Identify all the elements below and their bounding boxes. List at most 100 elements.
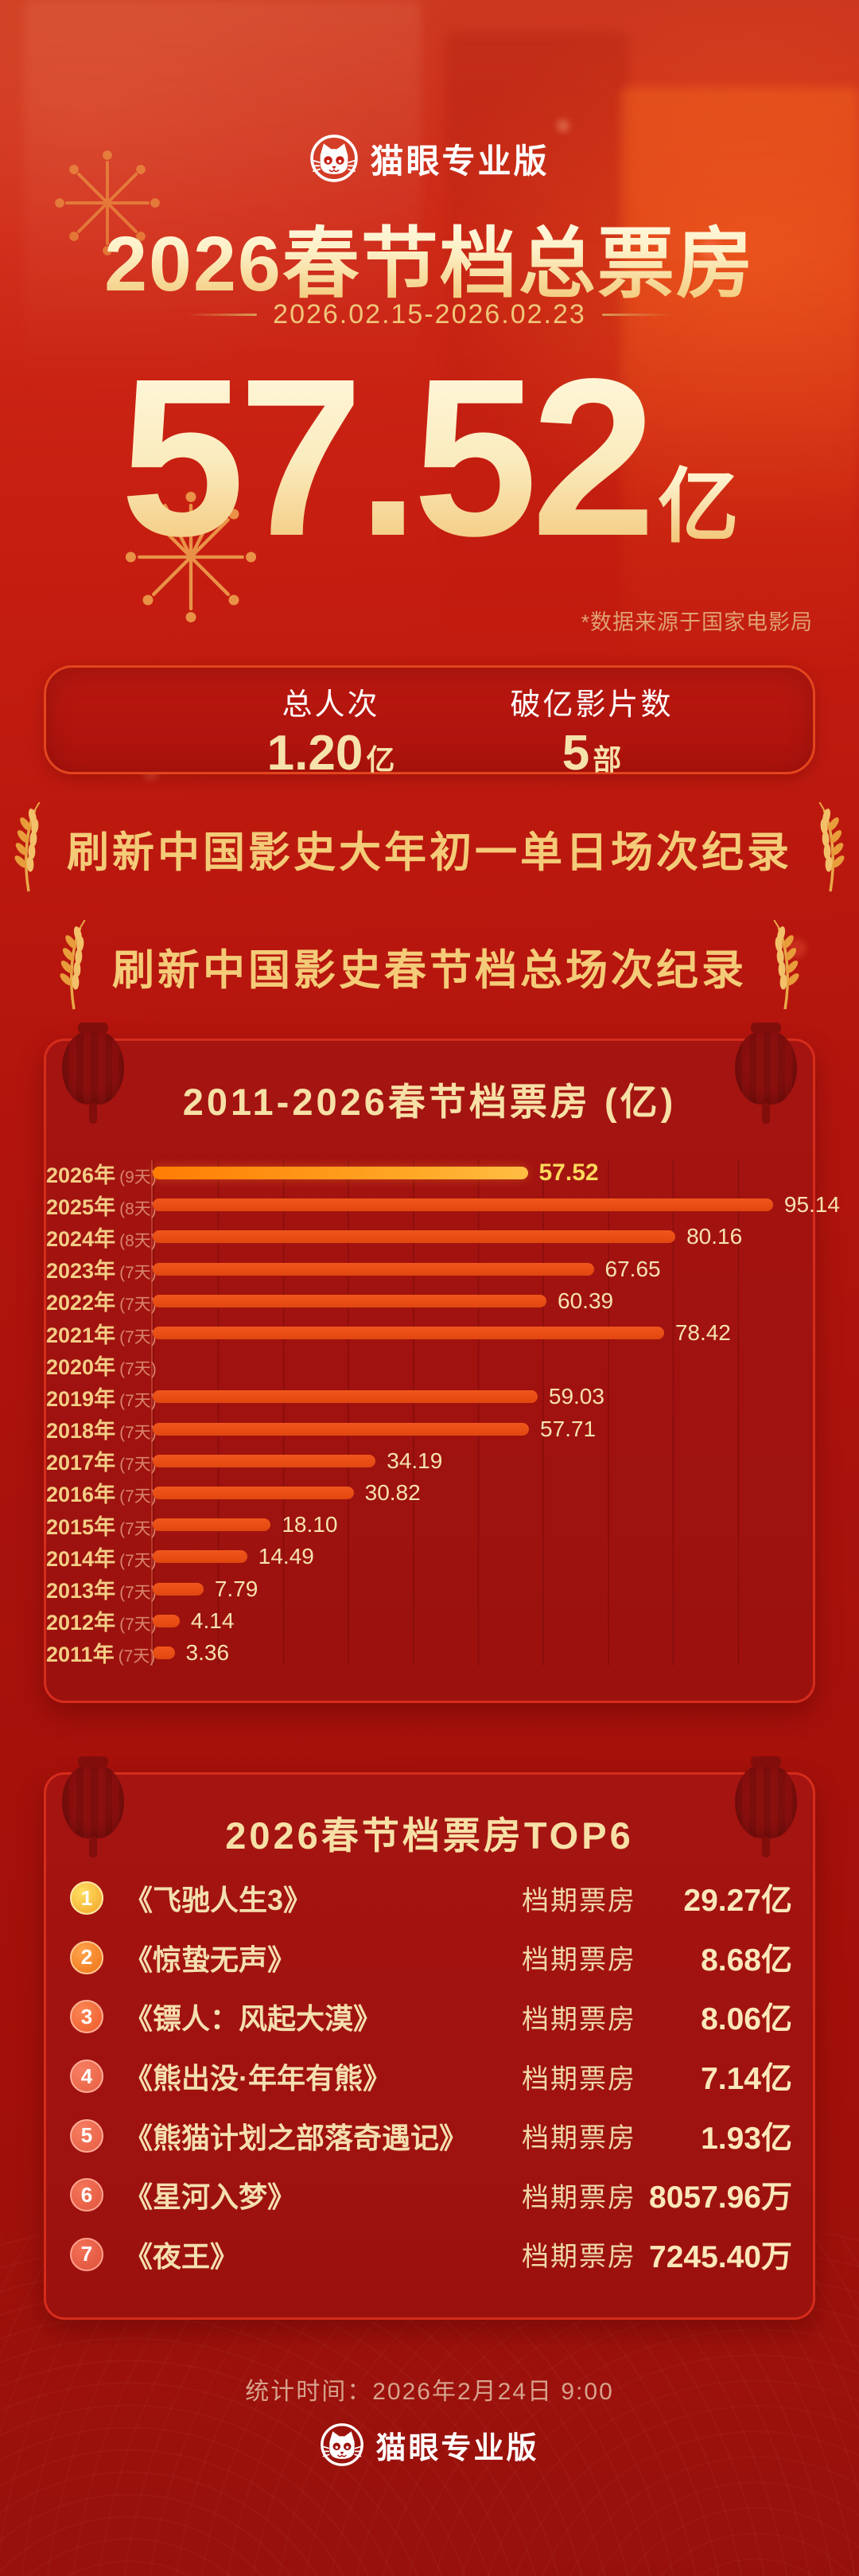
chart-year-label: 2015年 (7天) xyxy=(46,1510,157,1541)
chart-bar-track: 60.39 xyxy=(153,1288,792,1313)
chart-bar-track: 57.52 xyxy=(153,1159,792,1186)
maoyan-cat-icon xyxy=(321,2423,364,2466)
chart-year-label: 2023年 (7天) xyxy=(46,1253,157,1284)
stat-total-admissions: 总人次 1.20 亿 xyxy=(172,668,490,781)
wheat-ear-icon xyxy=(818,802,845,892)
chart-bar-value: 18.10 xyxy=(282,1512,338,1537)
maoyan-cat-icon xyxy=(310,134,359,182)
chart-bar-value: 80.16 xyxy=(686,1224,743,1249)
chart-days: (7天) xyxy=(119,1391,157,1410)
chart-bar-value: 30.82 xyxy=(364,1479,421,1505)
chart-bar xyxy=(153,1518,271,1532)
top-movie-row: 1 《飞驰人生3》 档期票房 29.27亿 xyxy=(46,1869,813,1928)
chart-year-label: 2013年 (7天) xyxy=(46,1573,157,1604)
chart-bar xyxy=(153,1582,204,1596)
record-banner-new-year-day-sessions: 刷新中国影史大年初一单日场次纪录 xyxy=(0,802,859,896)
confetti-dot xyxy=(700,239,721,259)
chart-year: 2023年 xyxy=(46,1259,116,1284)
chart-bar xyxy=(153,1327,664,1340)
chart-days: (7天) xyxy=(119,1456,157,1475)
bar-chart: 2026年 (9天) 57.52 2025年 (8天) 95.14 2024年 (8天… xyxy=(46,1157,840,1669)
stat-value: 1.20 亿 xyxy=(172,725,490,781)
poster-collage-glow-right xyxy=(620,88,859,676)
chart-bar-track: 67.65 xyxy=(153,1257,792,1281)
chart-bar-value: 57.71 xyxy=(540,1416,597,1441)
stat-timestamp: 统计时间：2026年2月24日 9:00 xyxy=(245,2379,614,2405)
chart-year: 2014年 xyxy=(46,1546,116,1571)
chart-year: 2013年 xyxy=(46,1579,116,1604)
chart-bar-row: 2025年 (8天) 95.14 xyxy=(46,1189,840,1221)
chart-bar-row: 2017年 (7天) 34.19 xyxy=(46,1445,813,1477)
brand-logo: 猫眼专业版 xyxy=(0,134,859,183)
rank-badge: 5 xyxy=(70,2118,103,2153)
wheat-ear-icon xyxy=(773,920,799,1010)
top-movie-row: 5 《熊猫计划之部落奇遇记》 档期票房 1.93亿 xyxy=(46,2106,813,2165)
period-boxoffice-label: 档期票房 xyxy=(522,2004,636,2035)
chart-bar xyxy=(153,1550,247,1564)
movie-title: 《飞驰人生3》 xyxy=(124,1884,313,1917)
movie-title: 《镖人：风起大漠》 xyxy=(124,2002,383,2036)
top-movie-row: 4 《熊出没·年年有熊》 档期票房 7.14亿 xyxy=(46,2047,813,2106)
chart-year: 2021年 xyxy=(46,1323,116,1347)
period-boxoffice-label: 档期票房 xyxy=(522,2064,636,2095)
top-movie-row: 7 《夜王》 档期票房 7245.40万 xyxy=(46,2225,813,2285)
stat-value-number: 1.20 xyxy=(266,726,363,781)
rank-badge: 4 xyxy=(70,2060,103,2094)
period-boxoffice-value: 7245.40万 xyxy=(649,2239,792,2274)
footer-brand-logo: 猫眼专业版 xyxy=(0,2422,859,2467)
record-banner-total-sessions: 刷新中国影史春节档总场次纪录 xyxy=(0,920,859,1014)
chart-days: (9天) xyxy=(119,1167,157,1187)
chart-year: 2015年 xyxy=(46,1514,116,1539)
chart-year-label: 2017年 (7天) xyxy=(46,1445,157,1476)
chart-year-label: 2022年 (7天) xyxy=(46,1285,157,1316)
chart-bar-value: 34.19 xyxy=(387,1448,443,1473)
chart-days: (7天) xyxy=(119,1359,157,1378)
chart-bar-track xyxy=(153,1358,792,1371)
movie-title: 《惊蛰无声》 xyxy=(124,1943,297,1976)
wheat-ear-icon xyxy=(14,802,41,892)
chart-bar-row: 2023年 (7天) 67.65 xyxy=(46,1253,813,1285)
chart-year-label: 2024年 (8天) xyxy=(46,1222,157,1253)
firework-burst-icon xyxy=(125,491,257,623)
brand-name: 猫眼专业版 xyxy=(370,142,550,180)
chart-bar-value: 14.49 xyxy=(258,1544,314,1569)
period-boxoffice-value: 1.93亿 xyxy=(701,2121,792,2156)
rank-badge: 1 xyxy=(70,1881,103,1915)
chart-bar xyxy=(153,1294,547,1307)
chart-year-label: 2011年 (7天) xyxy=(46,1637,155,1668)
date-divider-right xyxy=(601,314,672,316)
movie-title: 《熊出没·年年有熊》 xyxy=(124,2062,391,2095)
chart-bar-value: 78.42 xyxy=(674,1320,731,1346)
chart-year-label: 2026年 (9天) xyxy=(46,1158,157,1189)
chart-bar-value: 67.65 xyxy=(604,1256,661,1281)
stat-value-number: 5 xyxy=(562,726,590,781)
record-banner-text: 刷新中国影史春节档总场次纪录 xyxy=(112,947,747,994)
chart-days: (7天) xyxy=(118,1647,156,1666)
period-boxoffice-value: 29.27亿 xyxy=(683,1884,792,1919)
stat-label: 总人次 xyxy=(282,688,380,722)
total-box-office-unit: 亿 xyxy=(657,462,739,552)
chart-year: 2016年 xyxy=(46,1483,116,1507)
chart-bar-track: 4.14 xyxy=(153,1608,792,1633)
chart-year-label: 2019年 (7天) xyxy=(46,1382,157,1413)
lantern-icon xyxy=(735,1756,797,1857)
period-boxoffice-label: 档期票房 xyxy=(522,2242,636,2273)
chart-bar-row: 2018年 (7天) 57.71 xyxy=(46,1413,813,1445)
poster-collage-shadow-center xyxy=(445,32,628,637)
brand-name: 猫眼专业版 xyxy=(375,2431,539,2465)
chart-year: 2020年 xyxy=(46,1354,116,1379)
chart-days: (8天) xyxy=(119,1231,157,1250)
yearly-boxoffice-chart-panel: 2011-2026春节档票房 (亿) 2026年 (9天) 57.52 2025年… xyxy=(44,1023,840,1703)
chart-year: 2017年 xyxy=(46,1451,116,1475)
chart-bar xyxy=(153,1486,354,1499)
period-boxoffice-label: 档期票房 xyxy=(522,2123,636,2154)
chart-year: 2022年 xyxy=(46,1291,116,1315)
chart-bar-track: 14.49 xyxy=(153,1544,792,1569)
chart-bar xyxy=(153,1614,180,1627)
wheat-ear-icon xyxy=(60,920,86,1010)
chart-bar-track: 80.16 xyxy=(153,1224,792,1249)
chart-bar-row: 2012年 (7天) 4.14 xyxy=(46,1605,813,1637)
top-list-title: 2026春节档票房TOP6 xyxy=(225,1814,634,1857)
